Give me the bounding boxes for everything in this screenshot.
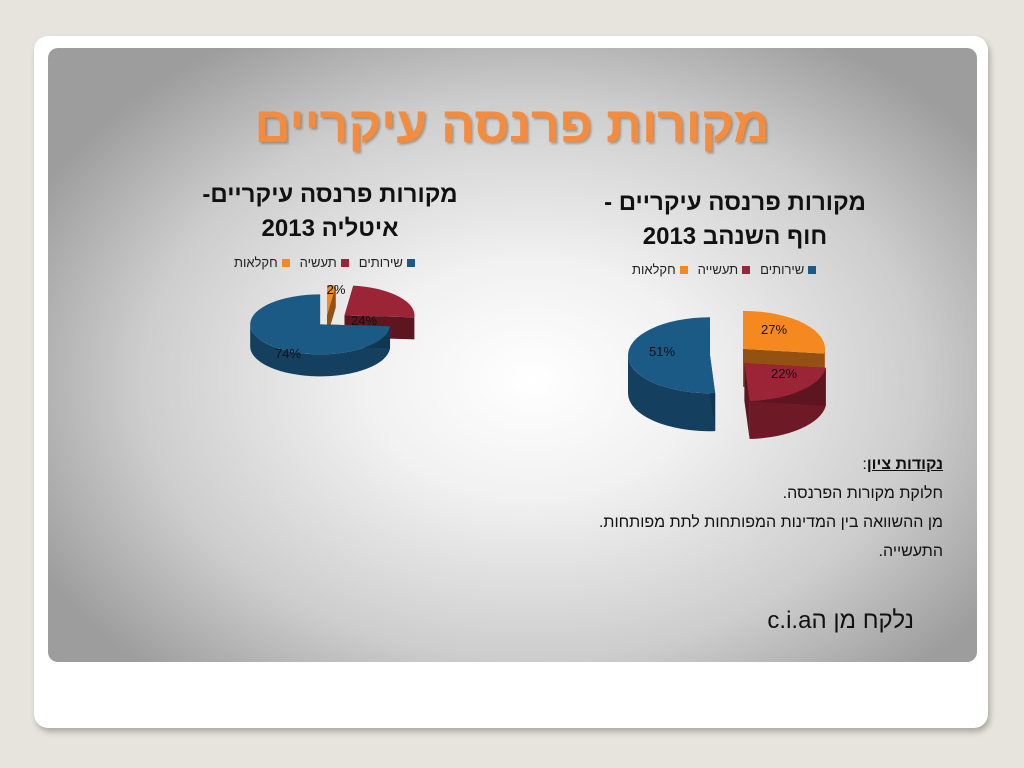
italy-legend-industry-label: תעשיה [299, 255, 337, 270]
legend-swatch-industry [340, 258, 349, 267]
italy-legend-agriculture-label: חקלאות [234, 255, 278, 270]
source-credit: נלקח מן הc.i.a [767, 607, 914, 634]
italy-slice-1 [344, 285, 415, 318]
italy-legend-services-label: שירותים [358, 255, 403, 270]
ivory-coast-legend-industry: תעשייה [698, 262, 751, 277]
legend-swatch-agriculture [281, 258, 290, 267]
ivory-coast-slice-wall-2 [628, 355, 716, 432]
key-points-colon: : [862, 456, 867, 473]
ivory-coast-chart-title-line1: מקורות פרנסה עיקריים - [604, 189, 866, 216]
ivory-coast-data-label-2: 51% [649, 344, 675, 359]
italy-slice-wall-2 [250, 324, 391, 377]
ivory-coast-legend-services-label: שירותים [760, 262, 805, 277]
ivory-coast-legend-agriculture-label: חקלאות [632, 262, 676, 277]
italy-slice-side-0 [327, 285, 336, 338]
italy-data-label-1: 24% [351, 313, 377, 328]
italy-slice-0 [327, 285, 336, 316]
slide-title: מקורות פרנסה עיקריים [254, 97, 770, 153]
ivory-coast-data-label-0: 27% [761, 322, 787, 337]
ivory-coast-chart-title-line2: חוף השנהב 2013 [642, 223, 828, 250]
key-points-heading-row: נקודות ציון: [599, 450, 943, 479]
key-point-1: חלוקת מקורות הפרנסה. [782, 485, 943, 502]
legend-swatch-agriculture [679, 265, 688, 274]
ivory-coast-slice-1 [744, 363, 826, 402]
ivory-coast-slice-0 [743, 310, 826, 354]
italy-chart-title-line2: איטליה 2013 [261, 215, 399, 242]
ivory-coast-legend-industry-label: תעשייה [697, 262, 739, 277]
italy-legend: שירותים תעשיה חקלאות [234, 255, 415, 270]
italy-slice-2 [250, 294, 391, 355]
italy-data-label-2: 74% [275, 346, 301, 361]
italy-legend-industry: תעשיה [300, 255, 349, 270]
key-point-3: התעשייה. [878, 543, 943, 560]
ivory-coast-pie-chart: 27% 22% 51% [628, 310, 826, 440]
ivory-coast-legend: שירותים תעשייה חקלאות [632, 262, 817, 277]
key-point-2: מן ההשוואה בין המדינות המפותחות לתת מפות… [598, 514, 943, 531]
key-points-heading: נקודות ציון [866, 456, 943, 473]
ivory-coast-legend-agriculture: חקלאות [632, 262, 688, 277]
italy-chart-title: מקורות פרנסה עיקריים- איטליה 2013 [160, 178, 500, 246]
legend-swatch-services [406, 258, 415, 267]
legend-swatch-services [808, 265, 817, 274]
ivory-coast-slice-2 [628, 317, 716, 394]
key-points: נקודות ציון: חלוקת מקורות הפרנסה. מן ההש… [599, 450, 943, 566]
italy-legend-services: שירותים [359, 255, 415, 270]
ivory-coast-legend-services: שירותים [760, 262, 817, 277]
legend-swatch-industry [742, 265, 751, 274]
ivory-coast-chart-title: מקורות פרנסה עיקריים - חוף השנהב 2013 [560, 186, 910, 254]
ivory-coast-data-label-1: 22% [771, 366, 797, 381]
italy-slice-edge-0-1 [327, 285, 336, 338]
ivory-coast-slice-edge-1-1 [744, 363, 750, 440]
italy-pie-chart: 2% 24% 74% [250, 282, 415, 377]
italy-legend-agriculture: חקלאות [234, 255, 290, 270]
italy-data-label-0: 2% [327, 282, 346, 297]
italy-chart-title-line1: מקורות פרנסה עיקריים- [202, 181, 458, 208]
